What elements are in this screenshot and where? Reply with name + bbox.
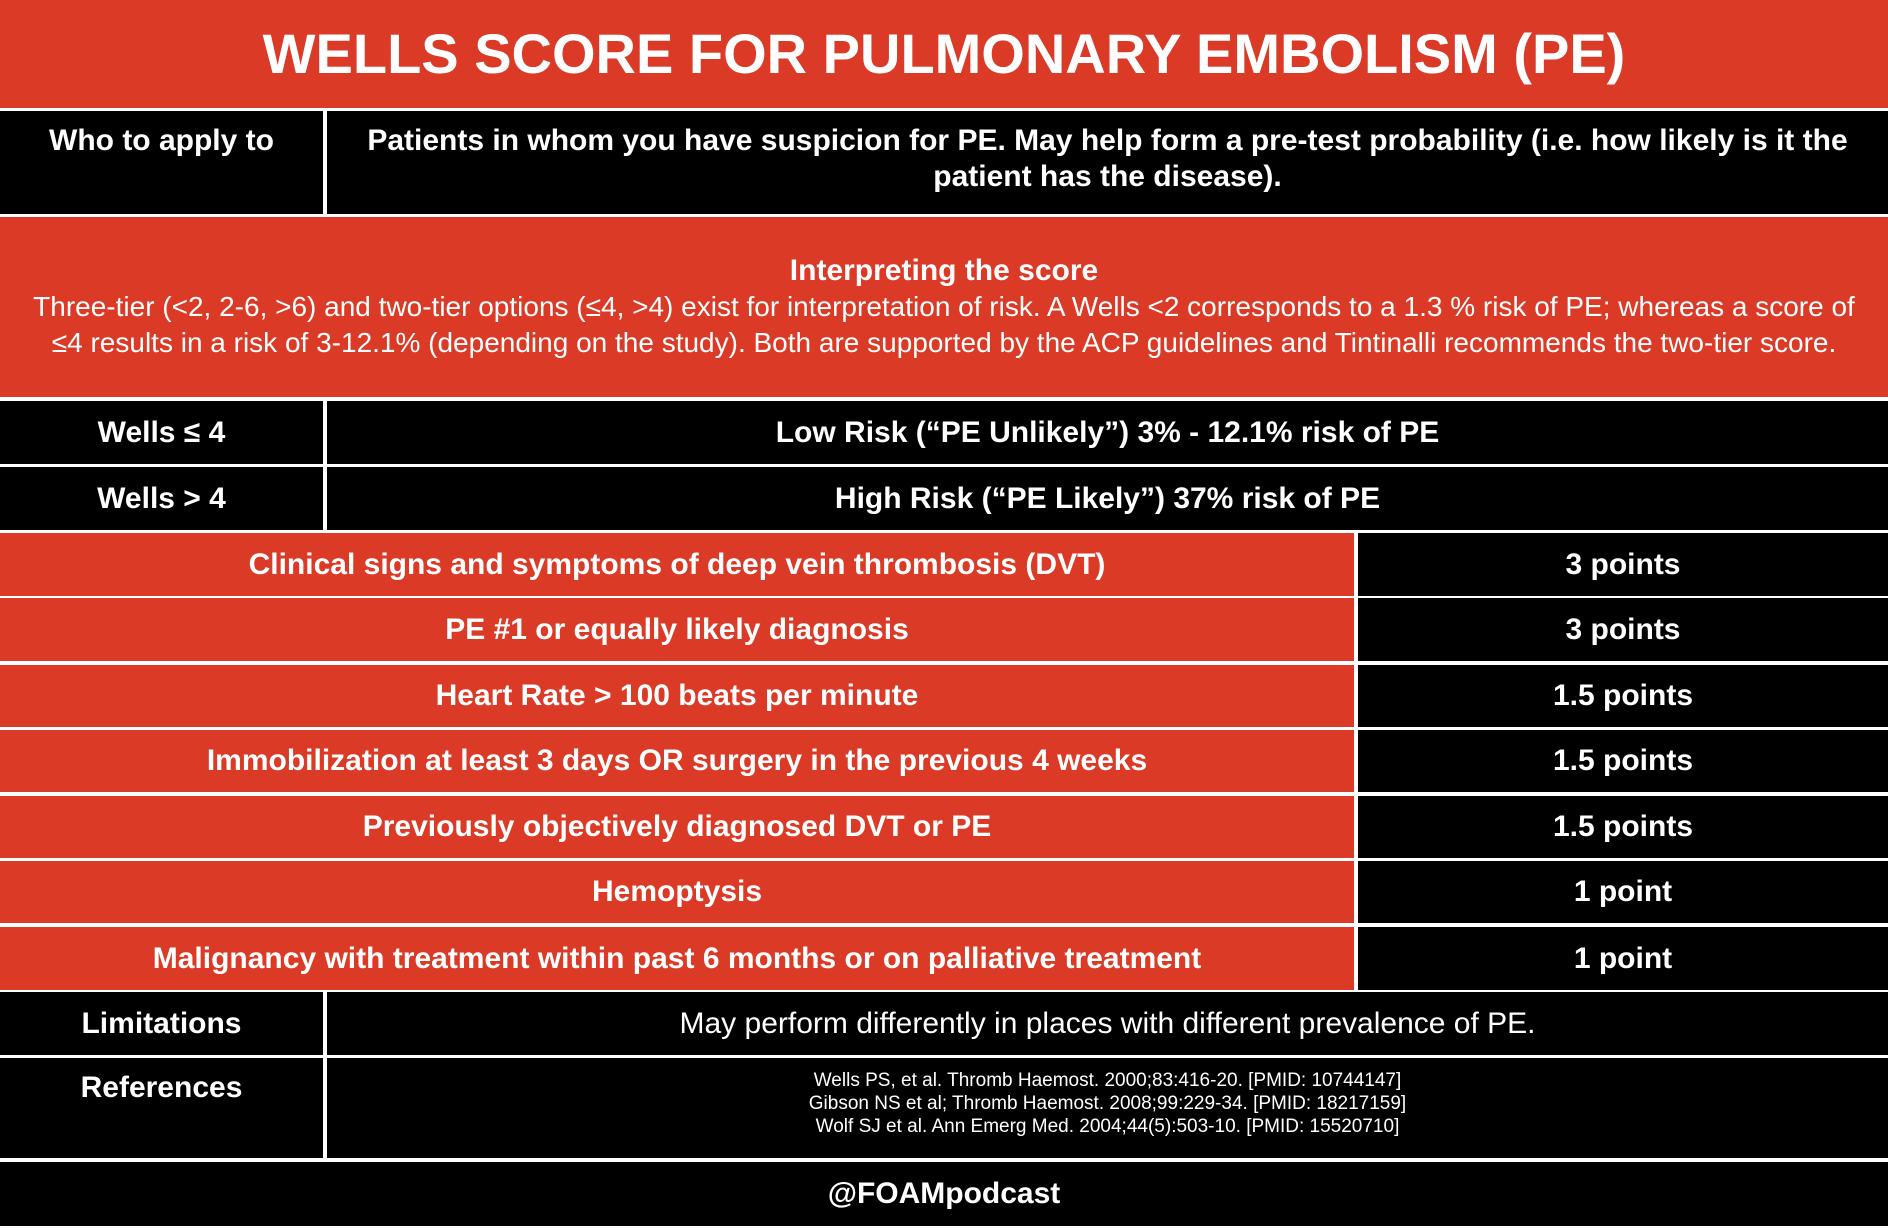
row-label: Limitations (0, 992, 323, 1055)
references: Wells PS, et al. Thromb Haemost. 2000;83… (327, 1058, 1888, 1158)
points: 1.5 points (1358, 796, 1888, 858)
reference: Wolf SJ et al. Ann Emerg Med. 2004;44(5)… (815, 1115, 1400, 1137)
row-text: Low Risk (“PE Unlikely”) 3% - 12.1% risk… (327, 401, 1888, 464)
footer: @FOAMpodcast (0, 1162, 1888, 1226)
points: 1.5 points (1358, 730, 1888, 792)
reference: Wells PS, et al. Thromb Haemost. 2000;83… (813, 1070, 1402, 1091)
criterion: Immobilization at least 3 days OR surger… (0, 730, 1354, 792)
criterion: Previously objectively diagnosed DVT or … (0, 796, 1354, 858)
section-text: Three-tier (<2, 2-6, >6) and two-tier op… (33, 291, 1855, 358)
row-text: May perform differently in places with d… (327, 992, 1888, 1055)
criterion: Clinical signs and symptoms of deep vein… (0, 533, 1354, 596)
title: WELLS SCORE FOR PULMONARY EMBOLISM (PE) (0, 0, 1888, 108)
row-label: References (0, 1058, 323, 1158)
criterion: Malignancy with treatment within past 6 … (0, 927, 1354, 990)
points: 1.5 points (1358, 665, 1888, 727)
points: 1 point (1358, 927, 1888, 990)
row-label: Who to apply to (0, 111, 323, 214)
points: 3 points (1358, 598, 1888, 661)
criterion: PE #1 or equally likely diagnosis (0, 598, 1354, 661)
row-label: Wells ≤ 4 (0, 401, 323, 464)
points: 3 points (1358, 533, 1888, 596)
row-label: Wells > 4 (0, 467, 323, 530)
section-heading: Interpreting the score (789, 254, 1099, 288)
row-text: Patients in whom you have suspicion for … (327, 111, 1888, 214)
reference: Gibson NS et al; Thromb Haemost. 2008;99… (808, 1092, 1407, 1114)
criterion: Hemoptysis (0, 861, 1354, 923)
row-text: High Risk (“PE Likely”) 37% risk of PE (327, 467, 1888, 530)
points: 1 point (1358, 861, 1888, 923)
interpretation: Interpreting the score Three-tier (<2, 2-… (0, 217, 1888, 397)
criterion: Heart Rate > 100 beats per minute (0, 665, 1354, 727)
